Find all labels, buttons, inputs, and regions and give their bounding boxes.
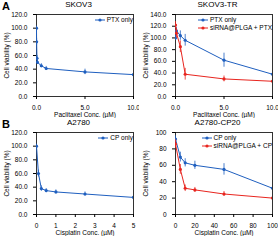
svg-text:0: 0 <box>35 222 39 229</box>
svg-text:140.0: 140.0 <box>150 11 167 18</box>
svg-text:Cisplatin Conc. (µM): Cisplatin Conc. (µM) <box>55 229 114 236</box>
svg-text:20: 20 <box>191 222 199 230</box>
html-text:A2780: A2780 <box>66 118 91 127</box>
svg-text:0: 0 <box>174 222 178 229</box>
svg-text:80: 80 <box>159 145 167 152</box>
svg-text:0.0: 0.0 <box>18 211 27 218</box>
html-text:A2780-CP20: A2780-CP20 <box>194 118 241 127</box>
svg-text:0.0: 0.0 <box>171 104 180 111</box>
svg-text:120.0: 120.0 <box>11 129 28 136</box>
svg-text:20.0: 20.0 <box>15 197 28 204</box>
html-text:PTX only: PTX only <box>106 16 133 23</box>
svg-text:20: 20 <box>159 194 167 201</box>
svg-text:80.0: 80.0 <box>15 38 28 45</box>
svg-text:120.0: 120.0 <box>150 22 167 29</box>
html-text:CP only: CP only <box>213 134 237 141</box>
svg-text:Cisplatin Conc. (µM): Cisplatin Conc. (µM) <box>194 229 253 236</box>
svg-text:0.0: 0.0 <box>32 104 41 111</box>
html-text:B: B <box>2 118 10 130</box>
svg-text:Cell viability (%): Cell viability (%) <box>3 150 11 196</box>
html-text:PTX only: PTX only <box>209 16 237 23</box>
svg-text:80: 80 <box>249 222 257 230</box>
html-text:siRNA@PLGA + PTX: siRNA@PLGA + PTX <box>209 24 272 31</box>
svg-text:60.0: 60.0 <box>15 52 28 59</box>
svg-text:20.0: 20.0 <box>154 81 167 88</box>
svg-text:60: 60 <box>230 222 238 230</box>
svg-text:Paclitaxel Conc. (µM): Paclitaxel Conc. (µM) <box>193 111 255 119</box>
svg-text:40.0: 40.0 <box>15 183 28 190</box>
svg-text:100.0: 100.0 <box>11 24 28 31</box>
svg-text:100: 100 <box>267 222 278 229</box>
svg-text:20.0: 20.0 <box>15 79 28 86</box>
svg-text:100.0: 100.0 <box>11 142 28 149</box>
svg-text:120.0: 120.0 <box>11 11 28 18</box>
svg-text:10.0: 10.0 <box>266 104 278 111</box>
svg-text:0.0: 0.0 <box>157 93 166 100</box>
html-text:A: A <box>2 0 10 12</box>
html-text:siRNA@PLGA + CP: siRNA@PLGA + CP <box>213 142 272 149</box>
svg-text:60.0: 60.0 <box>154 57 167 64</box>
svg-text:5.0: 5.0 <box>80 104 90 112</box>
svg-text:80.0: 80.0 <box>15 156 28 163</box>
svg-text:80.0: 80.0 <box>154 46 167 53</box>
svg-text:100: 100 <box>156 129 167 136</box>
svg-text:Cell viability (%): Cell viability (%) <box>142 32 150 78</box>
svg-text:3: 3 <box>92 222 97 230</box>
svg-text:Paclitaxel Conc. (µM): Paclitaxel Conc. (µM) <box>54 111 116 119</box>
html-text:CP only: CP only <box>110 134 133 141</box>
svg-text:60.0: 60.0 <box>15 170 28 177</box>
svg-text:40: 40 <box>210 222 218 230</box>
svg-text:Cell viability (%): Cell viability (%) <box>3 32 11 78</box>
html-text:SKOV3: SKOV3 <box>65 0 92 9</box>
svg-text:Cell viability (%): Cell viability (%) <box>142 150 150 196</box>
svg-text:40.0: 40.0 <box>154 69 167 76</box>
svg-text:10.0: 10.0 <box>127 104 139 111</box>
svg-text:60: 60 <box>159 161 167 168</box>
svg-text:5: 5 <box>132 222 136 229</box>
svg-text:40.0: 40.0 <box>15 65 28 72</box>
svg-text:4: 4 <box>112 222 116 230</box>
html-text:SKOV3-TR: SKOV3-TR <box>197 0 238 9</box>
svg-text:0: 0 <box>163 211 167 218</box>
svg-text:5.0: 5.0 <box>219 104 229 112</box>
svg-text:0.0: 0.0 <box>18 93 27 100</box>
svg-text:40: 40 <box>159 178 167 185</box>
svg-text:2: 2 <box>73 222 78 230</box>
svg-text:100.0: 100.0 <box>150 34 167 41</box>
svg-text:1: 1 <box>54 222 58 230</box>
